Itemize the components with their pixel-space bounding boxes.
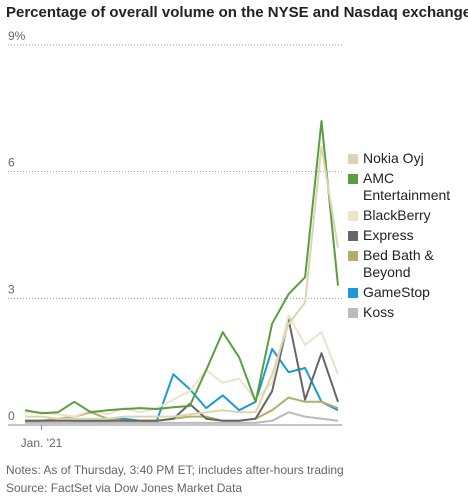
legend-swatch — [348, 174, 358, 184]
legend-item: Bed Bath & Beyond — [348, 247, 463, 281]
legend-swatch — [348, 288, 358, 298]
series-line — [25, 411, 339, 424]
legend-label: AMC Entertainment — [363, 170, 451, 203]
legend-label: Express — [363, 227, 414, 243]
legend-swatch — [348, 308, 358, 318]
source: Source: FactSet via Dow Jones Market Dat… — [6, 481, 243, 495]
series-line — [25, 318, 339, 422]
series-line — [24, 120, 339, 415]
series-line — [25, 145, 339, 420]
legend-swatch — [348, 231, 358, 241]
legend-item: GameStop — [348, 284, 463, 301]
legend-label: Bed Bath & Beyond — [363, 247, 434, 280]
legend-item: Koss — [348, 304, 463, 321]
legend: Nokia Oyj AMC Entertainment BlackBerry Expr… — [348, 150, 463, 324]
y-tick-label: 3 — [8, 282, 15, 296]
notes: Notes: As of Thursday, 3:40 PM ET; inclu… — [6, 463, 344, 477]
x-tick-label: Jan. '21 — [21, 436, 63, 450]
legend-label: Nokia Oyj — [363, 150, 424, 166]
y-tick-label: 6 — [8, 156, 15, 170]
series-line — [25, 396, 339, 422]
legend-item: Express — [348, 227, 463, 244]
legend-item: AMC Entertainment — [348, 170, 463, 204]
legend-swatch — [348, 154, 358, 164]
legend-item: Nokia Oyj — [348, 150, 463, 167]
legend-item: BlackBerry — [348, 207, 463, 224]
series-line — [25, 314, 339, 418]
legend-label: BlackBerry — [363, 207, 431, 223]
legend-swatch — [348, 211, 358, 221]
chart-title: Percentage of overall volume on the NYSE… — [6, 4, 468, 21]
y-tick-label: 0 — [8, 409, 15, 423]
legend-swatch — [348, 251, 358, 261]
y-tick-label: 9% — [8, 29, 26, 43]
legend-label: Koss — [363, 304, 395, 320]
legend-label: GameStop — [363, 284, 430, 300]
